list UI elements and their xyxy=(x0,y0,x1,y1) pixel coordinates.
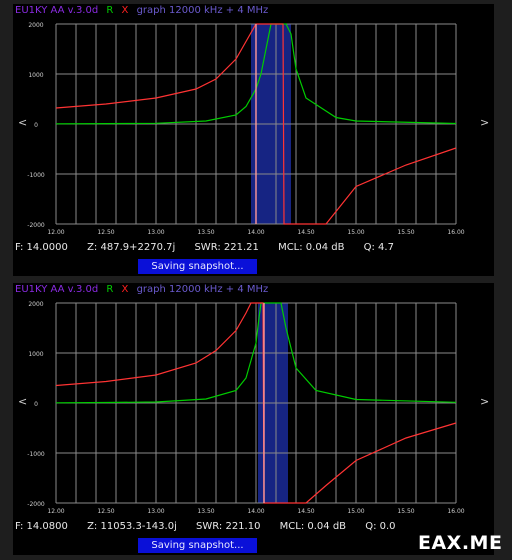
frequency-readout: F: 14.0800 xyxy=(15,521,68,532)
x-tick-label: 15.00 xyxy=(347,229,364,236)
measurement-status: F: 14.0800 Z: 11053.3-143.0j SWR: 221.10… xyxy=(15,521,412,532)
analyzer-screen-bottom: EU1KY AA v.3.0d R X graph 12000 kHz + 4 … xyxy=(13,283,494,555)
x-tick-label: 15.50 xyxy=(397,508,414,515)
measurement-status: F: 14.0000 Z: 487.9+2270.7j SWR: 221.21 … xyxy=(15,242,410,253)
y-tick-label: -1000 xyxy=(27,451,45,458)
x-tick-label: 15.00 xyxy=(347,508,364,515)
scroll-right-button[interactable]: > xyxy=(480,395,490,408)
y-tick-label: 1000 xyxy=(28,72,43,79)
x-tick-label: 13.00 xyxy=(147,229,164,236)
y-tick-label: -1000 xyxy=(27,172,45,179)
x-tick-label: 15.50 xyxy=(397,229,414,236)
y-tick-label: 2000 xyxy=(28,301,43,308)
x-legend: X xyxy=(121,5,129,16)
swr-readout: SWR: 221.10 xyxy=(196,521,261,532)
swr-readout: SWR: 221.21 xyxy=(194,242,259,253)
x-tick-label: 16.00 xyxy=(447,508,464,515)
x-tick-label: 16.00 xyxy=(447,229,464,236)
y-tick-label: 1000 xyxy=(28,351,43,358)
x-tick-label: 12.00 xyxy=(47,508,64,515)
y-tick-label: -2000 xyxy=(27,501,45,508)
y-tick-label: 0 xyxy=(34,122,38,129)
graph-mode: graph 12000 kHz + 4 MHz xyxy=(136,284,269,295)
snapshot-banner: Saving snapshot... xyxy=(138,538,257,553)
scroll-right-button[interactable]: > xyxy=(480,116,490,129)
x-tick-label: 12.50 xyxy=(97,508,114,515)
watermark-logo: EAX.ME xyxy=(418,532,503,554)
q-readout: Q: 4.7 xyxy=(363,242,394,253)
r-legend: R xyxy=(106,5,114,16)
rx-chart: 12.00 12.50 13.00 13.50 14.00 14.50 15.00 15.50… xyxy=(27,22,464,236)
impedance-readout: Z: 487.9+2270.7j xyxy=(87,242,176,253)
r-legend: R xyxy=(106,284,114,295)
x-legend: X xyxy=(121,284,129,295)
x-tick-label: 14.00 xyxy=(247,508,264,515)
snapshot-banner: Saving snapshot... xyxy=(138,259,257,274)
frequency-readout: F: 14.0000 xyxy=(15,242,68,253)
series-x-line xyxy=(55,302,457,504)
mcl-readout: MCL: 0.04 dB xyxy=(279,521,347,532)
x-tick-label: 13.50 xyxy=(197,508,214,515)
q-readout: Q: 0.0 xyxy=(365,521,396,532)
x-tick-label: 12.50 xyxy=(97,229,114,236)
screen-header: EU1KY AA v.3.0d R X graph 12000 kHz + 4 … xyxy=(15,284,273,295)
x-tick-label: 14.50 xyxy=(297,229,314,236)
screen-header: EU1KY AA v.3.0d R X graph 12000 kHz + 4 … xyxy=(15,5,273,16)
y-tick-label: 2000 xyxy=(28,22,43,29)
graph-mode: graph 12000 kHz + 4 MHz xyxy=(136,5,269,16)
device-title: EU1KY AA v.3.0d xyxy=(15,5,99,16)
x-tick-label: 12.00 xyxy=(47,229,64,236)
rx-chart: 12.00 12.50 13.00 13.50 14.00 14.50 15.00 15.50… xyxy=(27,301,464,515)
device-title: EU1KY AA v.3.0d xyxy=(15,284,99,295)
x-tick-label: 13.50 xyxy=(197,229,214,236)
y-tick-label: 0 xyxy=(34,401,38,408)
x-tick-label: 14.50 xyxy=(297,508,314,515)
impedance-readout: Z: 11053.3-143.0j xyxy=(87,521,177,532)
x-tick-label: 14.00 xyxy=(247,229,264,236)
scroll-left-button[interactable]: < xyxy=(18,395,28,408)
scroll-left-button[interactable]: < xyxy=(18,116,28,129)
y-tick-label: -2000 xyxy=(27,222,45,229)
analyzer-screen-top: EU1KY AA v.3.0d R X graph 12000 kHz + 4 … xyxy=(13,4,494,276)
mcl-readout: MCL: 0.04 dB xyxy=(278,242,345,253)
x-tick-label: 13.00 xyxy=(147,508,164,515)
series-x-line xyxy=(55,23,457,225)
